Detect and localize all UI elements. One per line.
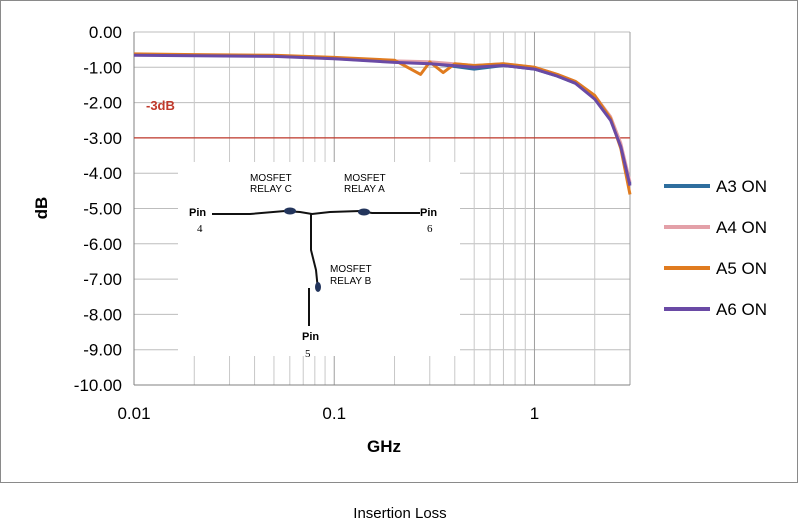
y-tick-label: -5.00 [83,200,122,219]
y-tick-label: -4.00 [83,164,122,183]
y-tick-label: -6.00 [83,235,122,254]
series-line-4 [133,53,632,186]
relay-b-label-line2: RELAY B [330,276,372,287]
series-lines [133,52,632,195]
chart-area: 0.00 -1.00 -2.00 -3.00 -4.00 -5.00 -6.00 -7.00 -… [32,23,767,456]
y-tick-label: 0.00 [89,23,122,42]
inset-background [178,162,460,356]
chart-frame [0,0,798,483]
relay-a-label-line1: MOSFET [344,173,386,184]
legend-label-2: A4 ON [716,218,767,237]
inset-trace-vertical [310,214,319,291]
x-tick-labels: 0.01 0.1 1 [117,404,539,423]
reference-line-label: -3dB [146,98,175,113]
pin-4-number: 4 [197,223,203,235]
relay-c-label-line1: MOSFET [250,173,292,184]
legend-label-4: A6 ON [716,300,767,319]
relay-c-component [284,207,296,215]
legend: A3 ON A4 ON A5 ON A6 ON [664,177,767,319]
relay-b-component [315,282,321,292]
x-axis-label: GHz [367,437,401,456]
y-tick-label: -1.00 [83,58,122,77]
legend-label-1: A3 ON [716,177,767,196]
x-tick-label: 0.1 [322,404,346,423]
relay-c-label-line2: RELAY C [250,184,292,195]
y-tick-label: -2.00 [83,94,122,113]
relay-b-label-line1: MOSFET [330,264,372,275]
y-tick-label: -9.00 [83,341,122,360]
relay-a-label-line2: RELAY A [344,184,385,195]
figure-caption: Insertion Loss [353,505,447,522]
legend-label-3: A5 ON [716,259,767,278]
pin-6-label: Pin [420,207,437,219]
pin-5-label: Pin [302,331,319,343]
y-axis-label: dB [32,197,51,220]
y-tick-label: -8.00 [83,305,122,324]
pin-4-label: Pin [189,207,206,219]
pin-6-number: 6 [427,223,433,235]
x-tick-label: 0.01 [117,404,150,423]
y-tick-label: -10.00 [74,376,122,395]
y-tick-label: -3.00 [83,129,122,148]
y-tick-label: -7.00 [83,270,122,289]
y-tick-labels: 0.00 -1.00 -2.00 -3.00 -4.00 -5.00 -6.00 -7.00 -… [74,23,122,395]
x-tick-label: 1 [530,404,539,423]
relay-a-component [358,208,370,216]
reference-line-group: -3dB [134,98,630,139]
pin-5-number: 5 [305,348,311,360]
